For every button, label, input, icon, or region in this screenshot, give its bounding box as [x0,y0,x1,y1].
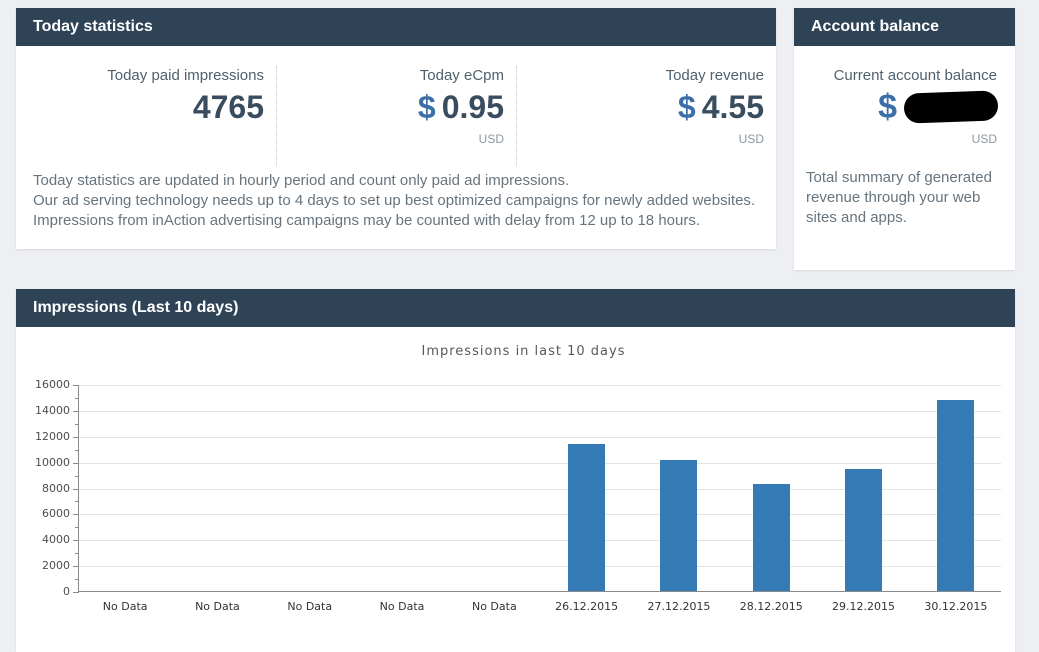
x-tick-label: No Data [195,600,240,613]
stat-label: Today eCpm [419,67,504,84]
x-tick-label: 26.12.2015 [555,600,619,613]
panel-title: Today statistics [33,18,153,35]
y-tick-mark [73,566,79,568]
x-tick-label: 28.12.2015 [739,600,803,613]
account-balance-panel: Account balance Current account balance … [794,8,1015,270]
note-line: Our ad serving technology needs up to 4 … [33,192,756,209]
stat-unit: USD [478,132,504,146]
bar-28.12.2015 [752,483,790,591]
x-tick-label: No Data [102,600,148,613]
y-tick-mark [73,410,79,412]
gridline [79,385,1001,386]
y-tick-mark [75,423,79,425]
stat-unit: USD [738,132,764,146]
gridline [79,462,1001,464]
y-tick-mark [75,449,79,451]
y-tick-label: 12000 [35,429,70,443]
dollar-sign: $ [677,89,696,125]
stat-label: Today paid impressions [107,67,264,84]
y-tick-mark [75,475,79,477]
stats-row: Today paid impressions 4765 Today eCpm $… [16,46,776,166]
balance-note: Total summary of generated revenue throu… [806,169,992,226]
y-tick-mark [75,527,79,529]
chart-title: Impressions in last 10 days [421,344,626,359]
gridline [79,566,1001,568]
stat-column-ecpm: Today eCpm $0.95 USD [277,66,517,166]
y-tick-mark [73,462,79,464]
x-tick-label: No Data [287,600,333,613]
stat-column-revenue: Today revenue $4.55 USD [517,66,776,166]
x-tick-label: 30.12.2015 [924,600,988,613]
panel-header: Today statistics [16,8,776,46]
panel-title: Account balance [811,18,940,35]
gridline [79,540,1001,542]
y-tick-label: 8000 [42,481,70,495]
y-tick-label: 10000 [35,455,70,469]
y-tick-mark [73,436,79,438]
y-tick-mark [73,592,79,593]
gridline [79,436,1001,438]
y-tick-mark [75,501,79,503]
y-tick-mark [73,540,79,542]
y-tick-mark [75,397,79,399]
x-tick-label: 29.12.2015 [832,600,896,613]
stat-value: $4.55 [677,89,764,125]
y-tick-label: 16000 [35,378,70,391]
note-line: Impressions from inAction advertising ca… [33,212,701,229]
x-tick-label: No Data [379,600,425,613]
y-tick-label: 14000 [35,403,70,417]
stat-unit [16,132,264,146]
dollar-sign: $ [417,89,436,125]
impressions-panel: Impressions (Last 10 days) Impressions i… [16,289,1015,652]
today-statistics-panel: Today statistics Today paid impressions … [16,8,776,249]
panel-title: Impressions (Last 10 days) [33,299,239,316]
stat-label: Today revenue [665,67,764,84]
y-tick-mark [73,488,79,490]
x-tick-label: No Data [471,600,517,613]
gridline [79,410,1001,412]
plot-area: 0 2000 4000 6000 8000 10000 12000 14000 16000 No … [35,379,1001,613]
y-tick-label: 2000 [42,559,70,573]
y-tick-mark [75,579,79,581]
balance-value-row: $ [794,86,1015,128]
statistics-notes: Today statistics are updated in hourly p… [16,166,776,231]
bar-29.12.2015 [845,469,883,591]
stat-column-paid-impressions: Today paid impressions 4765 [16,66,277,166]
note-line: Today statistics are updated in hourly p… [33,172,570,189]
y-tick-label: 6000 [42,507,70,521]
panel-header: Impressions (Last 10 days) [16,289,1015,327]
bar-30.12.2015 [937,400,975,591]
bar-26.12.2015 [568,443,606,591]
x-tick-label: 27.12.2015 [647,600,711,613]
gridline [79,514,1001,516]
bar-27.12.2015 [660,459,698,591]
y-tick-mark [75,553,79,555]
y-tick-label: 0 [63,585,70,598]
impressions-chart: Impressions in last 10 days 0 2000 4000 600… [16,327,1015,652]
stat-value: 4765 [192,89,264,125]
gridline [79,488,1001,490]
y-tick-mark [73,385,79,386]
dollar-sign: $ [878,87,897,126]
balance-unit: USD [971,132,997,146]
y-tick-label: 4000 [42,533,70,547]
panel-header: Account balance [794,8,1015,46]
y-tick-mark [73,514,79,516]
redacted-balance-value [903,90,999,124]
balance-label: Current account balance [833,67,997,84]
stat-value: $0.95 [417,89,504,125]
